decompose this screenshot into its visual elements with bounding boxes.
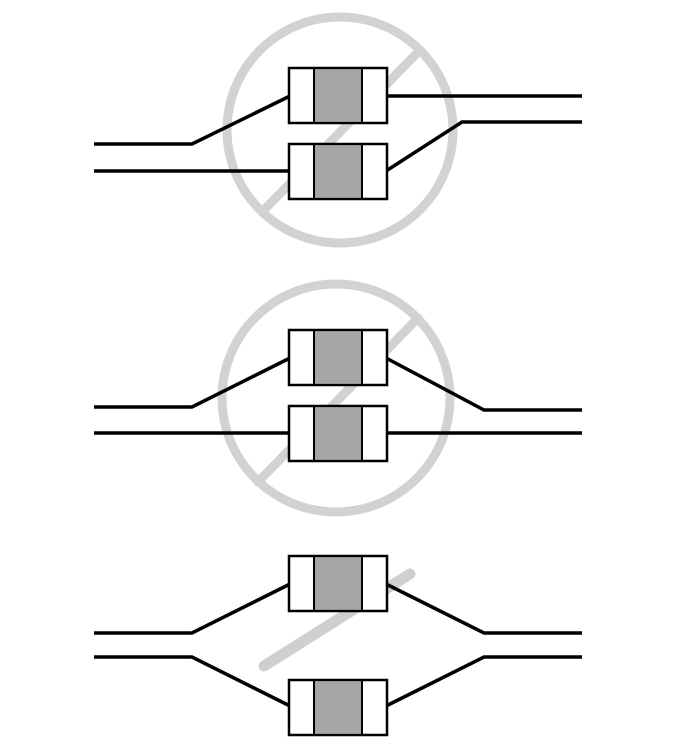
- chip-core: [314, 69, 362, 122]
- prohibited-slash: [253, 313, 423, 487]
- trace-upper-left: [94, 94, 291, 146]
- trace-upper-left: [94, 582, 291, 635]
- smd-component-top: [287, 328, 389, 387]
- smd-component-bottom: [287, 678, 389, 737]
- chip-core: [314, 407, 362, 460]
- smd-component-bottom: [287, 142, 389, 201]
- trace-lower-left: [94, 655, 291, 708]
- prohibited-ring: [217, 279, 455, 517]
- chip-core: [314, 557, 362, 610]
- trace-lower-right: [385, 120, 582, 173]
- prohibited-ring: [222, 12, 458, 248]
- smd-component-top: [287, 554, 389, 613]
- prohibited-circle-icon: [222, 12, 458, 248]
- chip-core: [314, 681, 362, 734]
- chip-core: [314, 145, 362, 198]
- trace-upper-right: [385, 582, 582, 635]
- prohibited-circle-icon: [217, 279, 455, 517]
- chip-core: [314, 331, 362, 384]
- figure-spread-traces: [94, 554, 582, 737]
- figure-adjacent-traces: [94, 279, 582, 517]
- trace-upper-left: [94, 356, 291, 409]
- trace-upper-right: [385, 356, 582, 412]
- figure-crossed-traces: [94, 12, 582, 248]
- smd-component-top: [287, 66, 389, 125]
- smd-component-bottom: [287, 404, 389, 463]
- trace-lower-right: [385, 655, 582, 708]
